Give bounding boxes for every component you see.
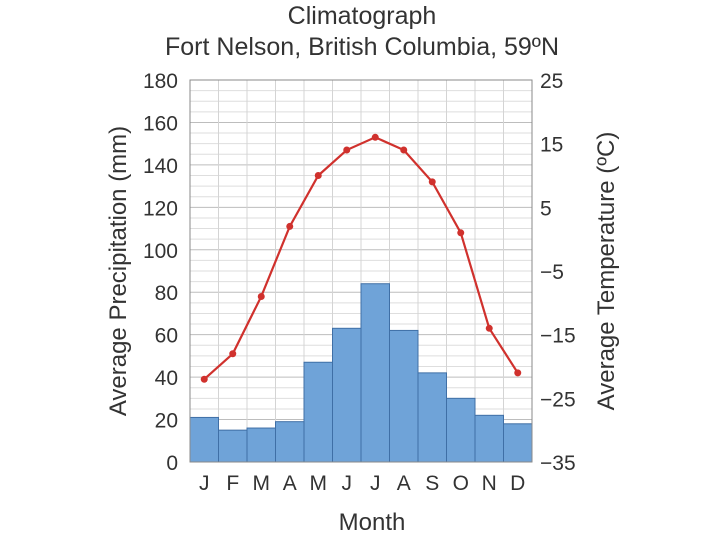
y2-tick-label: −15	[540, 325, 576, 348]
right-axis-ticks: 25 15 5 −5 −15 −25 −35	[540, 70, 576, 475]
y-tick-label: 160	[143, 112, 178, 135]
x-tick-label: M	[253, 472, 271, 495]
x-tick-label: J	[199, 472, 210, 495]
precipitation-bar	[275, 421, 305, 463]
temperature-point	[485, 324, 493, 332]
y-tick-label: 80	[155, 282, 178, 305]
x-tick-label: M	[310, 472, 328, 495]
temperature-point	[400, 146, 408, 154]
x-tick-label: F	[226, 472, 239, 495]
left-axis-ticks: 0 20 40 60 80 100 120 140 160 180	[143, 70, 178, 475]
precipitation-bar	[446, 397, 476, 463]
x-tick-label: J	[370, 472, 381, 495]
x-tick-label: D	[510, 472, 525, 495]
precipitation-bar	[474, 414, 504, 463]
y-tick-label: 20	[155, 410, 178, 433]
y2-tick-label: 15	[540, 134, 563, 157]
x-tick-label: A	[283, 472, 297, 495]
temperature-point	[428, 178, 436, 186]
y2-tick-label: 25	[540, 70, 563, 93]
y2-tick-label: −5	[540, 261, 564, 284]
precipitation-bar	[189, 416, 219, 463]
temperature-point	[286, 222, 294, 230]
x-tick-label: A	[397, 472, 411, 495]
temperature-point	[343, 146, 351, 154]
y2-tick-label: −35	[540, 452, 576, 475]
x-tick-label: S	[425, 472, 439, 495]
x-tick-label: J	[342, 472, 353, 495]
precipitation-bar	[332, 327, 362, 463]
chart-subtitle: Fort Nelson, British Columbia, 59ºN	[165, 33, 559, 61]
x-tick-label: O	[453, 472, 469, 495]
precipitation-bar	[389, 329, 419, 463]
y-tick-label: 0	[166, 452, 178, 475]
temperature-point	[314, 172, 322, 179]
precipitation-bar	[218, 429, 248, 463]
x-axis-label: Month	[339, 509, 406, 536]
y-tick-label: 60	[155, 325, 178, 348]
temperature-line	[200, 133, 522, 383]
y2-tick-label: −25	[540, 388, 576, 411]
temperature-point	[371, 133, 379, 141]
y2-axis-label: Average Temperature (ºC)	[593, 132, 620, 411]
y-tick-label: 100	[143, 240, 178, 263]
y2-tick-label: 5	[540, 197, 552, 220]
y-axis-label: Average Precipitation (mm)	[105, 126, 132, 416]
chart-title: Climatograph	[288, 2, 437, 30]
y-tick-label: 140	[143, 155, 178, 178]
y-tick-label: 180	[143, 70, 178, 93]
precipitation-bars	[189, 283, 533, 463]
y-tick-label: 40	[155, 367, 178, 390]
precipitation-bar	[303, 361, 333, 463]
temperature-point	[514, 369, 522, 377]
precipitation-bar	[246, 427, 276, 463]
precipitation-bar	[503, 423, 533, 463]
y-tick-label: 120	[143, 197, 178, 220]
temperature-point	[229, 350, 237, 358]
temperature-series-line	[203, 136, 519, 381]
plot-frame	[189, 79, 533, 463]
precipitation-bar	[360, 283, 390, 463]
precipitation-bar	[417, 372, 447, 463]
temperature-point	[200, 375, 208, 383]
temperature-point	[457, 229, 465, 237]
temperature-point	[257, 292, 265, 300]
x-tick-label: N	[482, 472, 497, 495]
